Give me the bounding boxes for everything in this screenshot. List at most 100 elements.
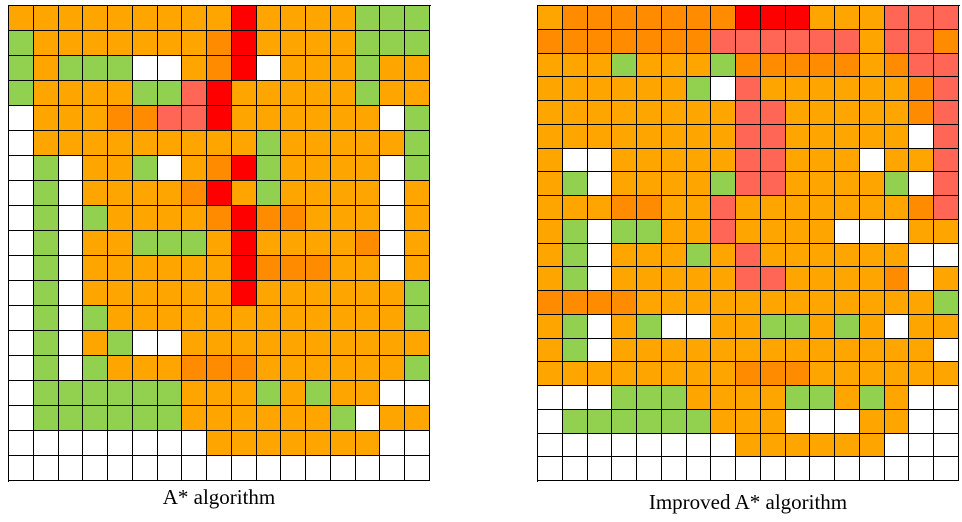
grid-cell — [83, 356, 108, 381]
grid-cell — [538, 77, 563, 101]
grid-cell — [859, 219, 885, 244]
grid-cell — [306, 431, 331, 456]
grid-cell — [83, 56, 108, 81]
grid-cell — [182, 456, 207, 481]
grid-cell — [83, 106, 108, 131]
grid-cell — [9, 81, 34, 106]
grid-cell — [785, 101, 811, 125]
grid-cell — [736, 29, 761, 54]
grid-cell — [538, 338, 563, 363]
grid-cell — [637, 409, 662, 434]
grid-cell — [612, 433, 637, 458]
grid-cell — [231, 306, 257, 331]
grid-cell — [810, 362, 835, 386]
grid-cell — [661, 291, 687, 315]
grid-cell — [207, 56, 232, 81]
grid-cell — [785, 172, 811, 196]
grid-cell — [58, 381, 84, 406]
grid-cell — [538, 291, 563, 315]
grid-cell — [83, 256, 108, 281]
grid-cell — [810, 314, 835, 339]
grid-cell — [33, 231, 59, 256]
grid-cell — [182, 156, 207, 181]
grid-cell — [538, 101, 563, 125]
grid-cell — [612, 267, 637, 291]
grid-cell — [587, 291, 613, 315]
grid-cell — [355, 256, 381, 281]
grid-cell — [281, 431, 306, 456]
grid-cell — [637, 124, 662, 149]
grid-cell — [256, 156, 282, 181]
grid-cell — [711, 77, 736, 101]
grid-cell — [562, 77, 588, 101]
grid-cell — [58, 206, 84, 231]
grid-cell — [686, 196, 712, 220]
grid-cell — [231, 256, 257, 281]
grid-cell — [281, 306, 306, 331]
grid-cell — [207, 181, 232, 206]
grid-cell — [859, 409, 885, 434]
grid-cell — [108, 331, 133, 356]
grid-cell — [859, 457, 885, 481]
grid-cell — [182, 131, 207, 156]
grid-cell — [306, 56, 331, 81]
grid-cell — [810, 291, 835, 315]
grid-cell — [83, 306, 108, 331]
grid-cell — [661, 267, 687, 291]
grid-cell — [736, 172, 761, 196]
grid-cell — [157, 281, 183, 306]
grid-cell — [736, 124, 761, 149]
grid-cell — [207, 81, 232, 106]
grid-cell — [562, 124, 588, 149]
grid-cell — [108, 256, 133, 281]
grid-cell — [108, 106, 133, 131]
grid-cell — [380, 81, 405, 106]
grid-cell — [810, 409, 835, 434]
grid-cell — [281, 6, 306, 31]
grid-cell — [785, 267, 811, 291]
grid-cell — [884, 291, 910, 315]
grid-cell — [83, 6, 108, 31]
grid-cell — [281, 131, 306, 156]
grid-cell — [810, 101, 835, 125]
grid-cell — [182, 106, 207, 131]
grid-cell — [538, 267, 563, 291]
grid-cell — [909, 53, 934, 78]
grid-cell — [760, 101, 786, 125]
grid-cell — [405, 256, 430, 281]
grid-cell — [884, 433, 910, 458]
grid-cell — [132, 56, 158, 81]
grid-cell — [330, 6, 356, 31]
grid-cell — [58, 31, 84, 56]
grid-cell — [355, 6, 381, 31]
grid-cell — [562, 148, 588, 173]
grid-cell — [760, 386, 786, 410]
grid-cell — [785, 433, 811, 458]
grid-cell — [587, 457, 613, 481]
grid-cell — [207, 456, 232, 481]
grid-cell — [355, 306, 381, 331]
grid-cell — [538, 386, 563, 410]
grid-cell — [934, 267, 959, 291]
grid-cell — [538, 457, 563, 481]
grid-cell — [785, 219, 811, 244]
grid-cell — [686, 53, 712, 78]
grid-cell — [132, 456, 158, 481]
grid-cell — [711, 124, 736, 149]
grid-cell — [711, 457, 736, 481]
grid-cell — [637, 386, 662, 410]
grid-cell — [686, 77, 712, 101]
grid-cell — [587, 124, 613, 149]
grid-cell — [859, 77, 885, 101]
grid-cell — [380, 131, 405, 156]
grid-cell — [785, 409, 811, 434]
grid-cell — [306, 456, 331, 481]
grid-cell — [736, 314, 761, 339]
grid-cell — [405, 306, 430, 331]
grid-cell — [736, 148, 761, 173]
grid-cell — [256, 356, 282, 381]
grid-cell — [330, 106, 356, 131]
grid-cell — [859, 267, 885, 291]
grid-cell — [711, 53, 736, 78]
grid-cell — [58, 181, 84, 206]
